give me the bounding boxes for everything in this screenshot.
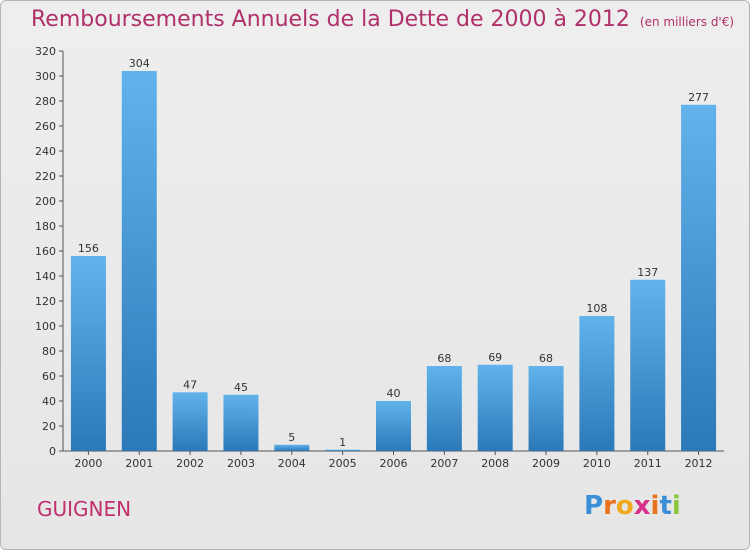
bar-2000 [70,256,106,451]
value-label-2005: 1 [339,436,346,449]
logo-letter: i [650,491,660,521]
x-tick-label-2005: 2005 [329,457,357,470]
bar-2012 [681,104,717,451]
commune-name: GUIGNEN [37,497,132,521]
y-tick-label: 220 [35,170,56,183]
bar-2006 [376,401,411,451]
y-tick-label: 120 [35,295,56,308]
x-tick-label-2004: 2004 [278,457,306,470]
y-tick-label: 140 [35,270,56,283]
y-tick-label: 20 [42,420,56,433]
y-tick-label: 180 [35,220,56,233]
value-label-2012: 277 [688,91,709,104]
x-tick-label-2008: 2008 [481,457,509,470]
logo-letter: P [584,491,604,521]
y-tick-label: 200 [35,195,56,208]
logo-letter: r [603,491,616,521]
bar-2001 [121,71,157,451]
x-tick-label-2009: 2009 [532,457,560,470]
value-label-2007: 68 [437,352,451,365]
y-tick-label: 300 [35,70,56,83]
y-tick-label: 100 [35,320,56,333]
y-tick-label: 160 [35,245,56,258]
bar-2002 [172,392,208,451]
x-tick-label-2010: 2010 [583,457,611,470]
proxiti-logo: Proxiti [584,491,681,521]
y-tick-label: 260 [35,120,56,133]
logo-letter: x [633,491,651,521]
x-tick-label-2000: 2000 [74,457,102,470]
bar-2010 [579,316,615,451]
x-tick-label-2006: 2006 [380,457,408,470]
value-label-2008: 69 [488,351,502,364]
chart-title: Remboursements Annuels de la Dette de 20… [31,7,734,32]
bar-2008 [477,364,513,451]
chart-subtitle: (en milliers d'€) [639,15,735,29]
bar-2003 [223,394,259,451]
bar-2007 [426,366,462,451]
y-tick-label: 240 [35,145,56,158]
value-label-2009: 68 [539,352,553,365]
bar-2004 [274,444,310,451]
y-tick-label: 280 [35,95,56,108]
y-tick-label: 320 [35,45,56,58]
value-label-2003: 45 [234,381,248,394]
x-tick-label-2011: 2011 [634,457,662,470]
y-tick-label: 60 [42,370,56,383]
y-tick-label: 40 [42,395,56,408]
logo-letter: i [671,491,681,521]
logo-letter: t [659,491,672,521]
logo-letter: o [615,491,634,521]
x-tick-label-2007: 2007 [430,457,458,470]
bar-2011 [630,279,666,451]
x-tick-label-2003: 2003 [227,457,255,470]
y-tick-label: 0 [49,445,56,458]
bar-2009 [528,366,564,451]
value-label-2000: 156 [78,242,99,255]
chart-title-text: Remboursements Annuels de la Dette de 20… [31,7,630,32]
value-label-2006: 40 [387,387,401,400]
value-label-2002: 47 [183,378,197,391]
x-tick-label-2002: 2002 [176,457,204,470]
value-label-2010: 108 [586,302,607,315]
bar-2005 [325,449,361,451]
x-tick-label-2001: 2001 [125,457,153,470]
value-label-2004: 5 [288,431,295,444]
value-label-2001: 304 [129,57,150,70]
y-tick-label: 80 [42,345,56,358]
x-tick-label-2012: 2012 [685,457,713,470]
value-label-2011: 137 [637,266,658,279]
